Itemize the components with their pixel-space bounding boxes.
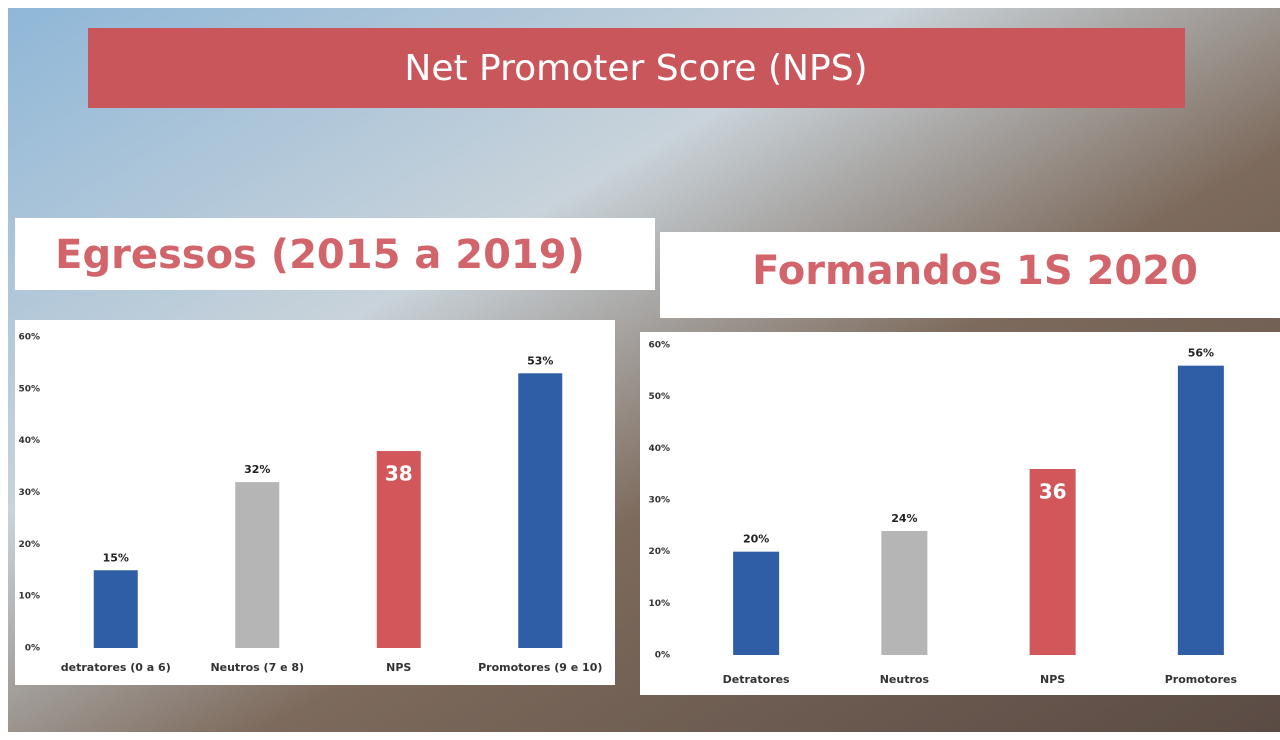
x-tick-label: Neutros (7 e 8) xyxy=(210,661,304,674)
bar xyxy=(1177,365,1224,655)
data-label: 24% xyxy=(891,512,917,525)
y-tick-label: 20% xyxy=(18,540,40,550)
y-tick-label: 40% xyxy=(18,436,40,446)
x-tick-label: NPS xyxy=(1040,673,1065,686)
y-tick-label: 10% xyxy=(18,592,40,602)
bar xyxy=(235,482,280,648)
x-tick-label: Detratores xyxy=(723,673,790,686)
y-tick-label: 10% xyxy=(648,599,670,609)
data-label: 53% xyxy=(527,354,553,367)
y-tick-label: 50% xyxy=(648,392,670,402)
title-banner xyxy=(88,28,1185,108)
data-label: 56% xyxy=(1188,347,1214,360)
y-tick-label: 0% xyxy=(655,651,670,661)
y-tick-label: 60% xyxy=(648,341,670,351)
bar xyxy=(93,570,138,648)
data-label: 15% xyxy=(103,551,129,564)
x-tick-label: Promotores (9 e 10) xyxy=(478,661,602,674)
x-tick-label: detratores (0 a 6) xyxy=(61,661,171,674)
y-tick-label: 40% xyxy=(648,444,670,454)
slide-title: Net Promoter Score (NPS) xyxy=(404,48,867,89)
chart-title-box xyxy=(15,218,655,290)
data-label: 20% xyxy=(743,533,769,546)
y-tick-label: 30% xyxy=(18,488,40,498)
chart-title-box xyxy=(660,232,1280,318)
data-label: 32% xyxy=(244,463,270,476)
y-tick-label: 0% xyxy=(25,644,40,654)
bar xyxy=(1029,469,1076,655)
data-label: 36 xyxy=(1039,480,1067,504)
chart-title: Formandos 1S 2020 xyxy=(752,248,1198,294)
chart-title: Egressos (2015 a 2019) xyxy=(55,232,585,278)
x-tick-label: Promotores xyxy=(1165,673,1238,686)
x-tick-label: NPS xyxy=(386,661,411,674)
y-tick-label: 30% xyxy=(648,496,670,506)
bar xyxy=(881,531,928,655)
bar xyxy=(376,451,421,648)
y-tick-label: 50% xyxy=(18,384,40,394)
bar xyxy=(733,551,780,655)
y-tick-label: 60% xyxy=(18,333,40,343)
y-tick-label: 20% xyxy=(648,547,670,557)
data-label: 38 xyxy=(385,462,413,486)
bar xyxy=(518,373,563,648)
x-tick-label: Neutros xyxy=(880,673,930,686)
